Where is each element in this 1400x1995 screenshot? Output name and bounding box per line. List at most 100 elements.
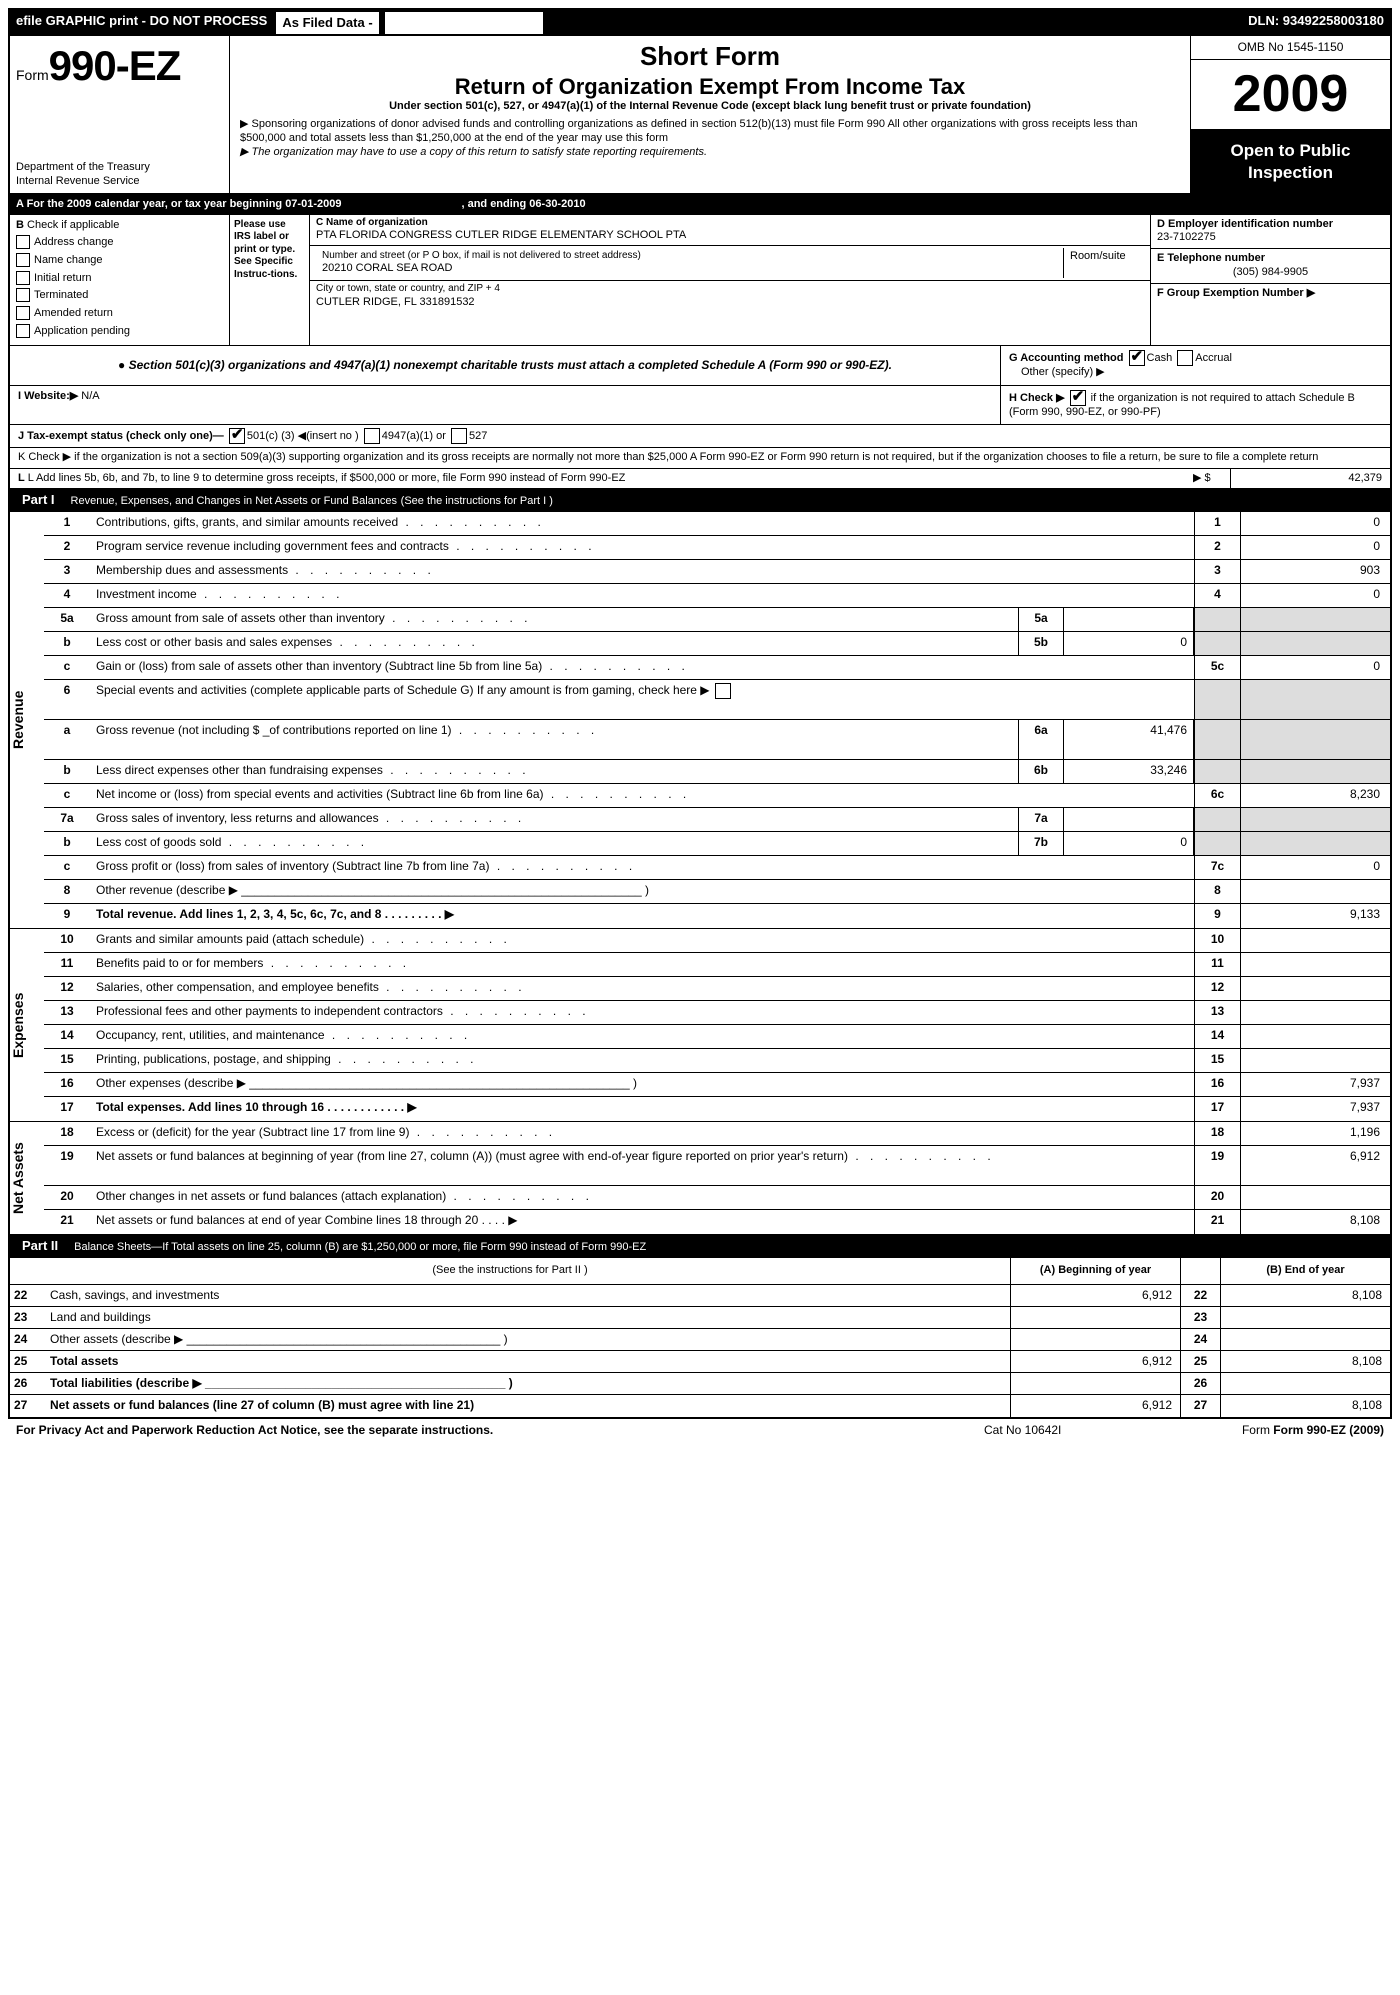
cb-terminated[interactable] [16, 288, 30, 302]
ln-11: 11 [44, 953, 90, 976]
val-12 [1240, 977, 1390, 1000]
open-public: Open to Public Inspection [1191, 130, 1390, 193]
ln-12: 12 [44, 977, 90, 1000]
desc-6: Special events and activities (complete … [90, 680, 1194, 719]
dept-irs: Internal Revenue Service [16, 175, 223, 189]
subtitle: Under section 501(c), 527, or 4947(a)(1)… [240, 100, 1180, 114]
b-letter: B [16, 219, 24, 231]
tax-year: 2009 [1191, 60, 1390, 130]
brn-27: 27 [1180, 1395, 1220, 1417]
ln-13: 13 [44, 1001, 90, 1024]
rn-1: 1 [1194, 512, 1240, 535]
form-no-big: 990-EZ [49, 42, 181, 89]
bln-23: 23 [10, 1307, 44, 1328]
cb-501c[interactable] [229, 428, 245, 444]
cb-accrual[interactable] [1177, 350, 1193, 366]
ein-value: 23-7102275 [1157, 231, 1384, 245]
line-a-end: , and ending 06-30-2010 [461, 198, 585, 212]
cb-527[interactable] [451, 428, 467, 444]
lbl-terminated: Terminated [34, 289, 88, 301]
rn-21: 21 [1194, 1210, 1240, 1234]
cat-number: Cat No 10642I [984, 1423, 1184, 1438]
ln-7b: b [44, 832, 90, 855]
bln-24: 24 [10, 1329, 44, 1350]
cb-cash[interactable] [1129, 350, 1145, 366]
irs-instructions: Please use IRS label or print or type. S… [230, 215, 310, 346]
val-16: 7,937 [1240, 1073, 1390, 1096]
bb-25: 8,108 [1220, 1351, 1390, 1372]
cb-address-change[interactable] [16, 235, 30, 249]
rn-19: 19 [1194, 1146, 1240, 1185]
desc-9: Total revenue. Add lines 1, 2, 3, 4, 5c,… [90, 904, 1194, 928]
desc-14: Occupancy, rent, utilities, and maintena… [90, 1025, 1194, 1048]
cb-name-change[interactable] [16, 253, 30, 267]
rn-6a-shade [1194, 720, 1240, 759]
rn-12: 12 [1194, 977, 1240, 1000]
cb-pending[interactable] [16, 324, 30, 338]
rn-5a-shade [1194, 608, 1240, 631]
dln-label: DLN: 93492258003180 [1242, 10, 1390, 36]
room-suite-label: Room/suite [1064, 248, 1144, 278]
ln-21: 21 [44, 1210, 90, 1234]
bdesc-23: Land and buildings [44, 1307, 1010, 1328]
sc-6a: 6a [1018, 720, 1064, 759]
cb-initial-return[interactable] [16, 271, 30, 285]
rn-20: 20 [1194, 1186, 1240, 1209]
rn-3: 3 [1194, 560, 1240, 583]
desc-16: Other expenses (describe ▶ _____________… [90, 1073, 1194, 1096]
rn-9: 9 [1194, 904, 1240, 928]
l-value: 42,379 [1230, 469, 1390, 489]
cb-amended[interactable] [16, 306, 30, 320]
brn-22: 22 [1180, 1285, 1220, 1306]
privacy-notice: For Privacy Act and Paperwork Reduction … [16, 1423, 984, 1438]
rn-5b-shade [1194, 632, 1240, 655]
ln-6a: a [44, 720, 90, 759]
desc-13: Professional fees and other payments to … [90, 1001, 1194, 1024]
part1-title: Revenue, Expenses, and Changes in Net As… [71, 495, 398, 507]
lbl-address-change: Address change [34, 236, 114, 248]
rn-7a-shade [1194, 808, 1240, 831]
form-ref: Form Form 990-EZ (2009) [1184, 1423, 1384, 1438]
bln-22: 22 [10, 1285, 44, 1306]
tel-label: E Telephone number [1157, 252, 1384, 266]
ba-23 [1010, 1307, 1180, 1328]
rn-6c: 6c [1194, 784, 1240, 807]
ln-8: 8 [44, 880, 90, 903]
sc-5a: 5a [1018, 608, 1064, 631]
val-13 [1240, 1001, 1390, 1024]
ba-25: 6,912 [1010, 1351, 1180, 1372]
cb-4947[interactable] [364, 428, 380, 444]
desc-6c: Net income or (loss) from special events… [90, 784, 1194, 807]
desc-12: Salaries, other compensation, and employ… [90, 977, 1194, 1000]
ln-15: 15 [44, 1049, 90, 1072]
val-2: 0 [1240, 536, 1390, 559]
cb-h[interactable] [1070, 390, 1086, 406]
ln-9: 9 [44, 904, 90, 928]
sv-7a [1064, 808, 1194, 831]
brn-23: 23 [1180, 1307, 1220, 1328]
ln-6b: b [44, 760, 90, 783]
desc-11: Benefits paid to or for members [90, 953, 1194, 976]
g-label: G Accounting method [1009, 352, 1123, 364]
open-public-2: Inspection [1195, 162, 1386, 183]
val-5c: 0 [1240, 656, 1390, 679]
b-check-label: Check if applicable [27, 219, 119, 231]
desc-5c: Gain or (loss) from sale of assets other… [90, 656, 1194, 679]
cb-gaming[interactable] [715, 683, 731, 699]
bb-27: 8,108 [1220, 1395, 1390, 1417]
sv-6a: 41,476 [1064, 720, 1194, 759]
lbl-accrual: Accrual [1195, 352, 1232, 364]
expenses-group: Expenses 10Grants and similar amounts pa… [10, 929, 1390, 1122]
ln-14: 14 [44, 1025, 90, 1048]
rn-16: 16 [1194, 1073, 1240, 1096]
desc-7c: Gross profit or (loss) from sales of inv… [90, 856, 1194, 879]
row-l: L L Add lines 5b, 6b, and 7b, to line 9 … [10, 469, 1390, 490]
ln-5c: c [44, 656, 90, 679]
val-20 [1240, 1186, 1390, 1209]
rn-7c: 7c [1194, 856, 1240, 879]
k-text: K Check ▶ if the organization is not a s… [18, 451, 1318, 463]
val-18: 1,196 [1240, 1122, 1390, 1145]
g-other: Other (specify) ▶ [1021, 366, 1382, 380]
val-7a-shade [1240, 808, 1390, 831]
part2-instructions: (See the instructions for Part II ) [10, 1258, 1010, 1284]
